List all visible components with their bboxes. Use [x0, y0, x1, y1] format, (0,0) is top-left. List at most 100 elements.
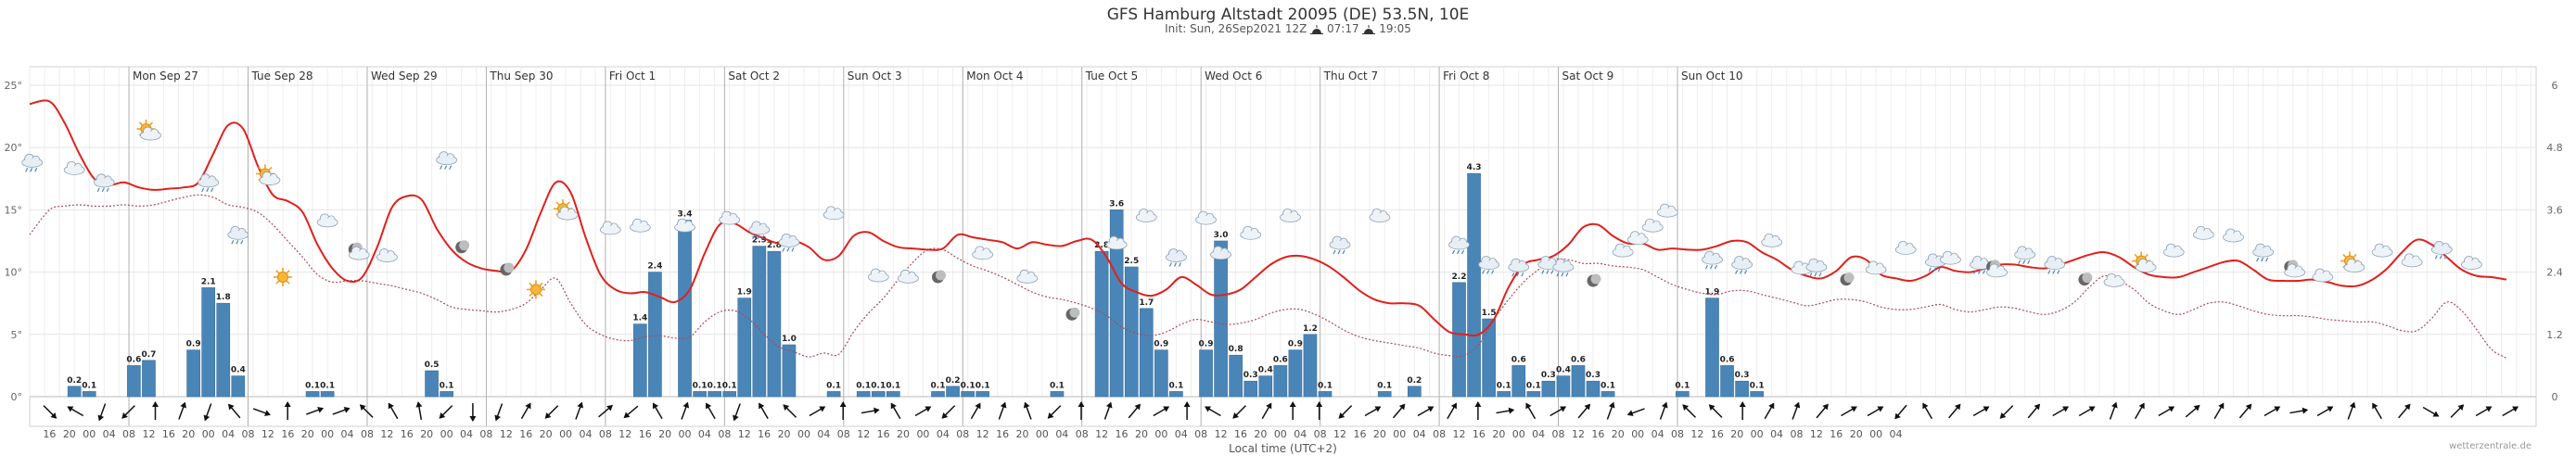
rain-drop [96, 187, 100, 193]
wind-arrow [1549, 406, 1567, 417]
hour-tick: 20 [182, 428, 195, 440]
credit-text: wetterzentrale.de [2449, 441, 2531, 451]
precip-bar [1243, 380, 1258, 398]
wind-arrow [1999, 405, 2014, 419]
wind-arrow [705, 402, 716, 420]
wind-head [759, 402, 765, 410]
sun-ray [138, 121, 143, 126]
hour-tick: 00 [1393, 428, 1406, 440]
precip-bar [1109, 209, 1124, 398]
wind-arrow [469, 403, 477, 422]
rain-drop [1744, 270, 1748, 274]
rain-drop [1565, 272, 1569, 277]
hour-tick: 20 [1135, 428, 1148, 440]
hour-tick: 12 [500, 428, 513, 440]
wind-arrow [861, 407, 880, 414]
hour-tick: 12 [261, 428, 274, 440]
rain-drop [231, 240, 235, 245]
precip-label: 0.6 [1720, 355, 1735, 364]
precip-bar [1467, 172, 1481, 398]
cloud-icon [1135, 209, 1157, 222]
precip-label: 0.1 [1168, 381, 1183, 390]
wind-arrow [1496, 407, 1515, 414]
cloud-fill [631, 223, 650, 232]
cloud-icon [629, 218, 651, 233]
cloud-fill [2253, 247, 2273, 257]
cloud-icon [2192, 225, 2214, 240]
wind-head [1427, 406, 1435, 412]
wind-arrow [1417, 406, 1435, 417]
wind-arrow [2109, 401, 2118, 420]
cloud-icon [1626, 231, 1649, 246]
precip-bar [320, 391, 335, 398]
precip-label: 0.9 [1154, 340, 1168, 349]
precip-bar [1258, 375, 1273, 398]
y-tick-left: 0° [11, 391, 23, 403]
precip-bar [722, 391, 737, 398]
cloud-icon [316, 213, 338, 228]
wind-arrow [1474, 401, 1482, 420]
wind-head [525, 402, 531, 410]
hour-tick: 04 [1055, 428, 1068, 440]
sun-ray [529, 282, 533, 286]
hour-tick: 20 [897, 428, 910, 440]
hour-axis: 16 20 00 04 08 12 16 20 00 04 08 12 16 20 00 04 08 12 16 20… [43, 428, 1902, 440]
wind-head [2485, 406, 2493, 412]
precip-label: 0.5 [425, 361, 440, 370]
precip-label: 0.1 [1675, 381, 1690, 390]
wind-arrow [1739, 401, 1746, 420]
cloud-fill [1137, 213, 1156, 222]
precip-bar [127, 365, 141, 398]
sun-ray [275, 270, 280, 274]
wind-head [2034, 403, 2041, 411]
wind-head [415, 401, 423, 408]
hour-tick: 08 [718, 428, 731, 440]
hour-tick: 04 [222, 428, 235, 440]
wind-arrow [1606, 401, 1615, 420]
precip-bar [1750, 391, 1764, 398]
y-tick-right: 6 [2552, 80, 2558, 92]
sun-cloud-icon [136, 120, 161, 141]
wind-head [388, 402, 394, 410]
wind-arrow [1708, 404, 1723, 418]
precip-bar [1408, 386, 1422, 398]
wind-arrow [1682, 404, 1696, 418]
precip-label: 0.9 [1199, 340, 1214, 349]
precip-bar [1288, 349, 1303, 398]
precip-bar [961, 391, 975, 398]
hour-tick: 04 [1890, 428, 1903, 440]
wind-arrow [1867, 406, 1884, 417]
hour-tick: 16 [519, 428, 532, 440]
precip-label: 3.4 [678, 210, 693, 220]
precip-bar [1571, 365, 1586, 398]
cloud-fill [2313, 272, 2332, 282]
rain-drop [2022, 260, 2026, 265]
y-tick-left: 5° [11, 329, 23, 341]
wind-head [2404, 403, 2411, 411]
cloud-icon [1761, 233, 1783, 247]
wind-arrow [1392, 403, 1406, 419]
rain-drop [2434, 255, 2438, 260]
hour-tick: 20 [63, 428, 76, 440]
precip-label: 0.3 [1735, 371, 1750, 380]
hour-tick: 20 [1254, 428, 1267, 440]
precip-bar [633, 323, 647, 398]
wind-arrow [152, 401, 159, 420]
rain-drop [2052, 270, 2056, 274]
wind-arrow [1525, 402, 1537, 420]
wind-arrow [332, 407, 351, 415]
hour-tick: 04 [103, 428, 116, 440]
precip-bar [425, 370, 439, 398]
wind-head [1850, 406, 1857, 412]
cloud-fill [437, 156, 456, 164]
hour-tick: 16 [1116, 428, 1129, 440]
precip-bar [946, 386, 960, 398]
precip-label: 0.1 [1526, 381, 1541, 390]
day-label: Fri Oct 8 [1443, 70, 1489, 82]
wind-head [975, 402, 981, 410]
precip-bar [767, 250, 782, 398]
sun-cloud-icon [255, 164, 281, 185]
y-tick-left: 20° [5, 142, 23, 154]
cloud-rain-icon [21, 153, 44, 172]
wind-arrow [1894, 404, 1907, 420]
